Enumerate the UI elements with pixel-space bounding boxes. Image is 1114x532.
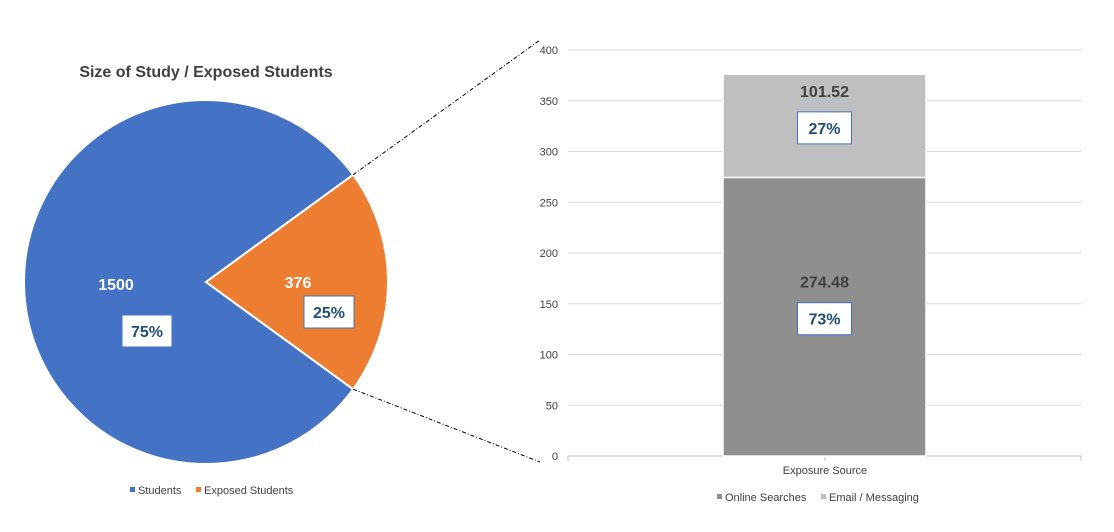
pie-slice-exposed-students bbox=[204, 173, 389, 391]
bar-percent-box-email-messaging bbox=[797, 111, 852, 145]
pie-value-label-students: 1500 bbox=[98, 277, 134, 294]
pie-slice-students bbox=[23, 99, 355, 465]
bar-legend-label-online-searches: Online Searches bbox=[725, 492, 807, 504]
bar-percent-label-email-messaging: 27% bbox=[808, 121, 840, 138]
pie-legend-swatch-students bbox=[130, 487, 135, 492]
pie-percent-label-exposed-students: 25% bbox=[313, 305, 345, 322]
pie-legend-label-students: Students bbox=[138, 485, 182, 497]
bar-legend: Online Searches Email / Messaging bbox=[717, 492, 919, 504]
pie-title: Size of Study / Exposed Students bbox=[79, 64, 332, 81]
pie-percent-box-exposed-students bbox=[303, 295, 355, 329]
bar-legend-swatch-online-searches bbox=[717, 494, 722, 499]
y-tick-label-350: 350 bbox=[540, 96, 558, 108]
y-tick-label-200: 200 bbox=[540, 248, 558, 260]
connector-line-top bbox=[352, 39, 541, 176]
y-tick-label-0: 0 bbox=[552, 451, 558, 463]
y-tick-label-50: 50 bbox=[546, 400, 558, 412]
bar-value-label-email-messaging: 101.52 bbox=[800, 84, 849, 101]
pie-value-label-exposed-students: 376 bbox=[285, 275, 312, 292]
y-tick-label-250: 250 bbox=[540, 197, 558, 209]
pie-percent-box-students bbox=[121, 314, 173, 348]
bar-legend-label-email-messaging: Email / Messaging bbox=[829, 492, 919, 504]
pie-chart: Size of Study / Exposed Students 1500 75%… bbox=[23, 64, 389, 465]
x-axis-category-label: Exposure Source bbox=[783, 465, 867, 477]
y-tick-label-400: 400 bbox=[540, 45, 558, 57]
connector-lines bbox=[352, 39, 541, 463]
pie-percent-label-students: 75% bbox=[131, 324, 163, 341]
bar-percent-box-online-searches bbox=[797, 302, 852, 336]
bar-value-label-online-searches: 274.48 bbox=[800, 275, 849, 292]
y-tick-label-150: 150 bbox=[540, 299, 558, 311]
connector-line-bottom bbox=[352, 388, 541, 463]
y-tick-label-300: 300 bbox=[540, 147, 558, 159]
pie-legend-swatch-exposed-students bbox=[196, 487, 201, 492]
bar-percent-label-online-searches: 73% bbox=[808, 312, 840, 329]
pie-legend: Students Exposed Students bbox=[130, 485, 294, 497]
stacked-bar-chart: Exposure Source 0 50 100 150 200 250 300 350 400… bbox=[540, 45, 1082, 477]
bar-legend-swatch-email-messaging bbox=[821, 494, 826, 499]
pie-legend-label-exposed-students: Exposed Students bbox=[204, 485, 294, 497]
y-tick-label-100: 100 bbox=[540, 350, 558, 362]
